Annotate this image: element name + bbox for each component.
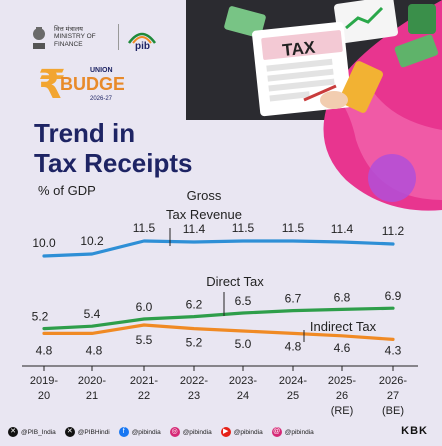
youtube-icon: ▶	[220, 427, 231, 437]
social-handle[interactable]: ▶ @pibindia	[220, 427, 263, 437]
x-tick-label: (BE)	[382, 405, 404, 417]
header: वित्त मंत्रालय MINISTRY OF FINANCE pib	[30, 20, 159, 54]
x-tick-label: 2024-	[279, 375, 307, 387]
ministry-line1: MINISTRY OF	[54, 33, 96, 41]
paper-up-arrow	[345, 6, 384, 30]
data-label-indirect: 4.6	[334, 341, 351, 355]
calculator	[339, 61, 383, 113]
data-label-direct: 5.2	[32, 310, 49, 324]
social-handle-text: @pibindia	[182, 428, 212, 436]
tax-header-box	[261, 30, 343, 60]
tax-label: TAX	[281, 38, 316, 60]
social-handle[interactable]: @ @pibindia	[271, 427, 314, 437]
series-label-direct: Direct Tax	[206, 274, 264, 289]
data-label-indirect: 4.8	[86, 343, 103, 357]
budget-union-text: UNION	[90, 67, 113, 74]
banknote	[394, 34, 439, 68]
data-label-indirect: 5.2	[186, 336, 203, 350]
data-label-indirect: 5.0	[235, 337, 252, 351]
data-label-gross: 11.5	[282, 221, 305, 235]
social-handle-text: @PIBHindi	[77, 428, 110, 436]
data-label-indirect: 4.8	[285, 339, 302, 353]
title-line2: Tax Receipts	[34, 148, 193, 178]
data-label-gross: 11.2	[382, 224, 405, 238]
pen	[303, 84, 337, 102]
x-icon: ✕	[8, 427, 18, 437]
social-footer: ✕ @PIB_India ✕ @PIBHindi f @pibindia ◎ @pibindi…	[0, 418, 442, 446]
social-handle[interactable]: f @pibindia	[118, 427, 161, 437]
data-label-gross: 10.2	[80, 234, 104, 248]
data-label-gross: 11.4	[331, 222, 354, 236]
data-label-gross: 11.5	[232, 221, 255, 235]
budget-word: BUDGET	[60, 74, 124, 94]
x-tick-label: 23	[188, 390, 200, 402]
series-label-gross-line2: Tax Revenue	[166, 207, 242, 222]
x-tick-label: 2022-	[180, 375, 208, 387]
data-label-indirect: 4.3	[385, 343, 402, 357]
threads-icon: @	[271, 427, 282, 437]
purple-circle	[368, 154, 416, 202]
credit-label: KBK	[401, 425, 428, 437]
data-label-direct: 6.8	[334, 290, 351, 304]
ministry-name: वित्त मंत्रालय MINISTRY OF FINANCE	[54, 24, 119, 50]
x-tick-label: 2021-	[130, 375, 158, 387]
national-emblem-icon	[33, 27, 45, 49]
x-icon: ✕	[64, 427, 75, 437]
series-line-direct-tax	[42, 306, 395, 331]
title-line1: Trend in	[34, 118, 136, 148]
x-tick-label: 22	[138, 390, 150, 402]
banknote-2	[224, 6, 266, 38]
x-tick-label: 26	[336, 390, 348, 402]
x-tick-label: 2026-	[379, 375, 407, 387]
pib-label: pib	[135, 41, 150, 51]
x-tick-label: 2025-	[328, 375, 356, 387]
data-label-gross: 10.0	[32, 236, 56, 250]
series-line-indirect-tax	[42, 323, 395, 341]
data-label-direct: 6.0	[136, 300, 153, 314]
series-label-gross-line1: Gross	[187, 188, 222, 203]
x-tick-label: 25	[287, 390, 299, 402]
social-handle[interactable]: ✕ @PIBHindi	[64, 427, 110, 437]
union-budget-logo: ₹ UNION BUDGET 2026-27	[38, 62, 124, 108]
budget-year: 2026-27	[90, 96, 113, 102]
hand	[320, 91, 348, 109]
tax-form-rows	[266, 58, 335, 102]
social-handle-text: @PIB_India	[21, 428, 56, 436]
x-tick-label: 2019-	[30, 375, 58, 387]
instagram-icon: ◎	[169, 427, 180, 437]
x-tick-label: 21	[86, 390, 98, 402]
tax-illustration: TAX	[186, 0, 442, 211]
data-label-gross: 11.4	[183, 222, 206, 236]
x-tick-label: 27	[387, 390, 399, 402]
facebook-icon: f	[118, 427, 129, 437]
data-label-indirect: 5.5	[136, 333, 153, 347]
x-tick-label: 2023-	[229, 375, 257, 387]
ministry-hindi: वित्त मंत्रालय	[54, 25, 83, 33]
x-tick-label: 24	[237, 390, 249, 402]
data-label-gross: 11.5	[133, 221, 156, 235]
social-handle[interactable]: ✕ @PIB_India	[8, 427, 56, 437]
social-handle-text: @pibindia	[131, 428, 161, 436]
unit-label: % of GDP	[38, 183, 96, 198]
money-stack	[408, 4, 436, 34]
data-label-direct: 6.5	[235, 294, 252, 308]
pib-logo-icon: pib	[127, 32, 157, 51]
data-label-direct: 5.4	[84, 307, 101, 321]
x-tick-label: (RE)	[331, 405, 354, 417]
series-label-indirect: Indirect Tax	[310, 319, 377, 334]
x-tick-label: 2020-	[78, 375, 106, 387]
series-line-gross-tax-revenue	[42, 239, 395, 258]
page-title: Trend in Tax Receipts	[34, 118, 192, 178]
rupee-icon: ₹	[38, 62, 66, 108]
ministry-line2: FINANCE	[54, 40, 83, 48]
data-label-indirect: 4.8	[36, 343, 53, 357]
data-label-direct: 6.7	[285, 292, 302, 306]
social-handle[interactable]: ◎ @pibindia	[169, 427, 212, 437]
social-handle-text: @pibindia	[284, 428, 314, 436]
data-label-direct: 6.2	[186, 298, 203, 312]
data-label-direct: 6.9	[385, 289, 402, 303]
x-tick-label: 20	[38, 390, 50, 402]
social-handle-text: @pibindia	[233, 428, 263, 436]
